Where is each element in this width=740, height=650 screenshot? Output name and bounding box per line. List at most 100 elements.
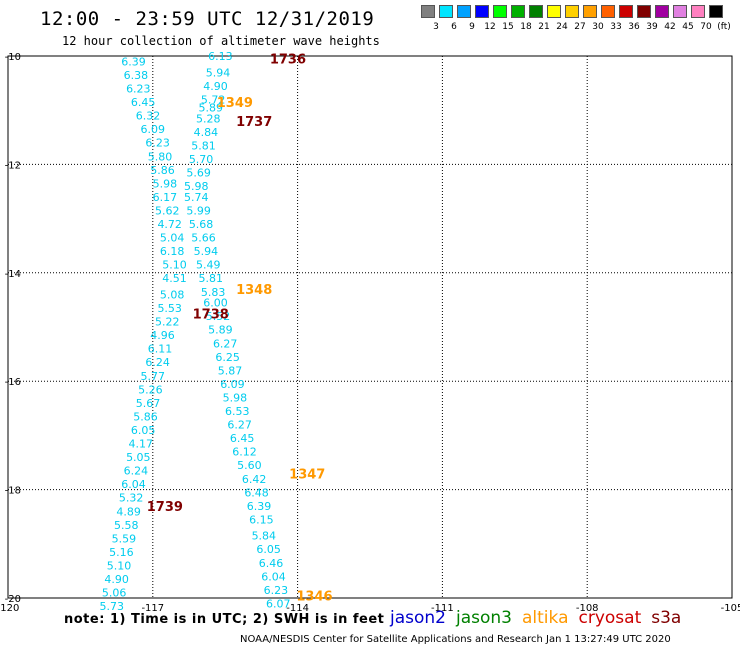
swh-value: 5.58 (114, 519, 139, 532)
swh-value: 6.18 (160, 245, 185, 258)
swh-value: 5.16 (109, 546, 134, 559)
satellite-cryosat: cryosat (578, 608, 642, 628)
x-tick-label: -117 (141, 603, 164, 612)
legend-swatch (601, 5, 615, 18)
legend-label: 6 (451, 22, 457, 32)
swh-value: 5.49 (196, 259, 221, 272)
swh-value: 6.09 (220, 378, 245, 391)
swh-value: 4.17 (128, 438, 153, 451)
satellite-s3a: s3a (651, 608, 682, 628)
y-tick-label: -14 (5, 269, 21, 280)
swh-value: 6.53 (225, 405, 250, 418)
swh-value: 5.08 (160, 288, 185, 301)
swh-value: 6.23 (126, 83, 151, 96)
legend-label: 24 (556, 22, 568, 32)
legend-label: 70 (700, 22, 712, 32)
swh-value: 6.05 (131, 424, 156, 437)
swh-value: 5.67 (136, 397, 161, 410)
swh-value: 6.25 (215, 351, 240, 364)
swh-value: 5.28 (196, 112, 221, 125)
time-label: 1736 (270, 53, 306, 68)
y-tick-label: -18 (5, 486, 21, 497)
legend-swatch (439, 5, 453, 18)
swh-value: 5.32 (119, 492, 144, 505)
y-tick-label: -12 (5, 160, 21, 171)
legend-label: 18 (520, 22, 532, 32)
swh-value: 6.46 (259, 557, 284, 570)
legend-swatch (673, 5, 687, 18)
legend-swatch (709, 5, 723, 18)
swh-value: 5.66 (191, 232, 216, 245)
swh-value: 6.05 (256, 543, 281, 556)
legend-label: 36 (628, 22, 640, 32)
swh-value: 5.10 (107, 559, 132, 572)
swh-value: 6.27 (213, 337, 238, 350)
swh-value: 6.45 (230, 432, 255, 445)
x-tick-label: -105 (721, 603, 740, 612)
legend-swatch (493, 5, 507, 18)
chart-title: 12:00 - 23:59 UTC 12/31/2019 (40, 8, 375, 30)
swh-value: 6.00 (203, 297, 228, 310)
time-label: 1346 (296, 589, 332, 604)
swh-value: 4.90 (104, 573, 129, 586)
swh-value: 6.48 (244, 486, 269, 499)
swh-value: 6.07 (266, 597, 291, 610)
legend-swatch (619, 5, 633, 18)
swh-value: 6.39 (121, 55, 146, 68)
satellite-legend: jason2 jason3 altika cryosat s3a (390, 608, 681, 628)
swh-value: 5.81 (198, 272, 223, 285)
time-label: 1348 (236, 283, 272, 298)
swh-value: 6.15 (249, 513, 274, 526)
legend-label: 9 (469, 22, 475, 32)
swh-value: 5.69 (186, 167, 211, 180)
x-tick-label: -120 (0, 603, 19, 612)
swh-value: 5.72 (201, 93, 226, 106)
swh-value: 6.23 (145, 137, 170, 150)
swh-value: 5.26 (138, 383, 163, 396)
swh-value: 5.89 (208, 324, 233, 337)
legend-label: 33 (610, 22, 622, 32)
legend-swatch (547, 5, 561, 18)
legend-swatch (511, 5, 525, 18)
swh-value: 6.13 (208, 50, 233, 63)
swh-value: 5.86 (150, 164, 175, 177)
swh-value: 5.68 (189, 218, 214, 231)
footer-note: note: 1) Time is in UTC; 2) SWH is in fe… (64, 612, 385, 627)
swh-value: 5.60 (237, 459, 262, 472)
swh-value: 5.98 (223, 391, 248, 404)
swh-value: 5.62 (155, 204, 180, 217)
wave-height-plot: -120 -117 -114 -111 -108 -105 -10 -12 -14 -16 -18 -… (0, 50, 740, 612)
legend-label: 30 (592, 22, 604, 32)
swh-value: 6.27 (227, 419, 252, 432)
legend-swatch (421, 5, 435, 18)
legend-label: 42 (664, 22, 676, 32)
legend-swatch (637, 5, 651, 18)
swh-value: 5.94 (206, 66, 231, 79)
swh-value: 5.80 (148, 150, 173, 163)
swh-value: 5.81 (191, 139, 216, 152)
time-label: 1738 (193, 307, 229, 322)
swh-value: 5.87 (218, 364, 243, 377)
swh-value: 6.12 (232, 446, 257, 459)
legend-swatch (457, 5, 471, 18)
swh-value: 6.04 (121, 478, 146, 491)
time-label: 1347 (289, 467, 325, 482)
swh-value: 5.59 (112, 532, 137, 545)
time-label: 1349 (217, 96, 253, 111)
legend-label: 27 (574, 22, 586, 32)
satellite-jason2: jason2 (390, 608, 446, 628)
swh-value: 6.38 (124, 69, 149, 82)
swh-value: 6.09 (141, 123, 166, 136)
swh-value: 5.74 (184, 191, 209, 204)
swh-value: 4.51 (162, 272, 187, 285)
swh-value: 5.73 (100, 600, 125, 612)
x-tick-label: -114 (286, 603, 309, 612)
swh-value: 5.22 (155, 316, 180, 329)
swh-value: 4.96 (150, 329, 175, 342)
legend-label: 12 (484, 22, 496, 32)
swh-value: 5.05 (126, 451, 151, 464)
legend-label: 45 (682, 22, 694, 32)
legend-swatch (529, 5, 543, 18)
legend-label: 15 (502, 22, 514, 32)
swh-value: 6.32 (136, 110, 161, 123)
